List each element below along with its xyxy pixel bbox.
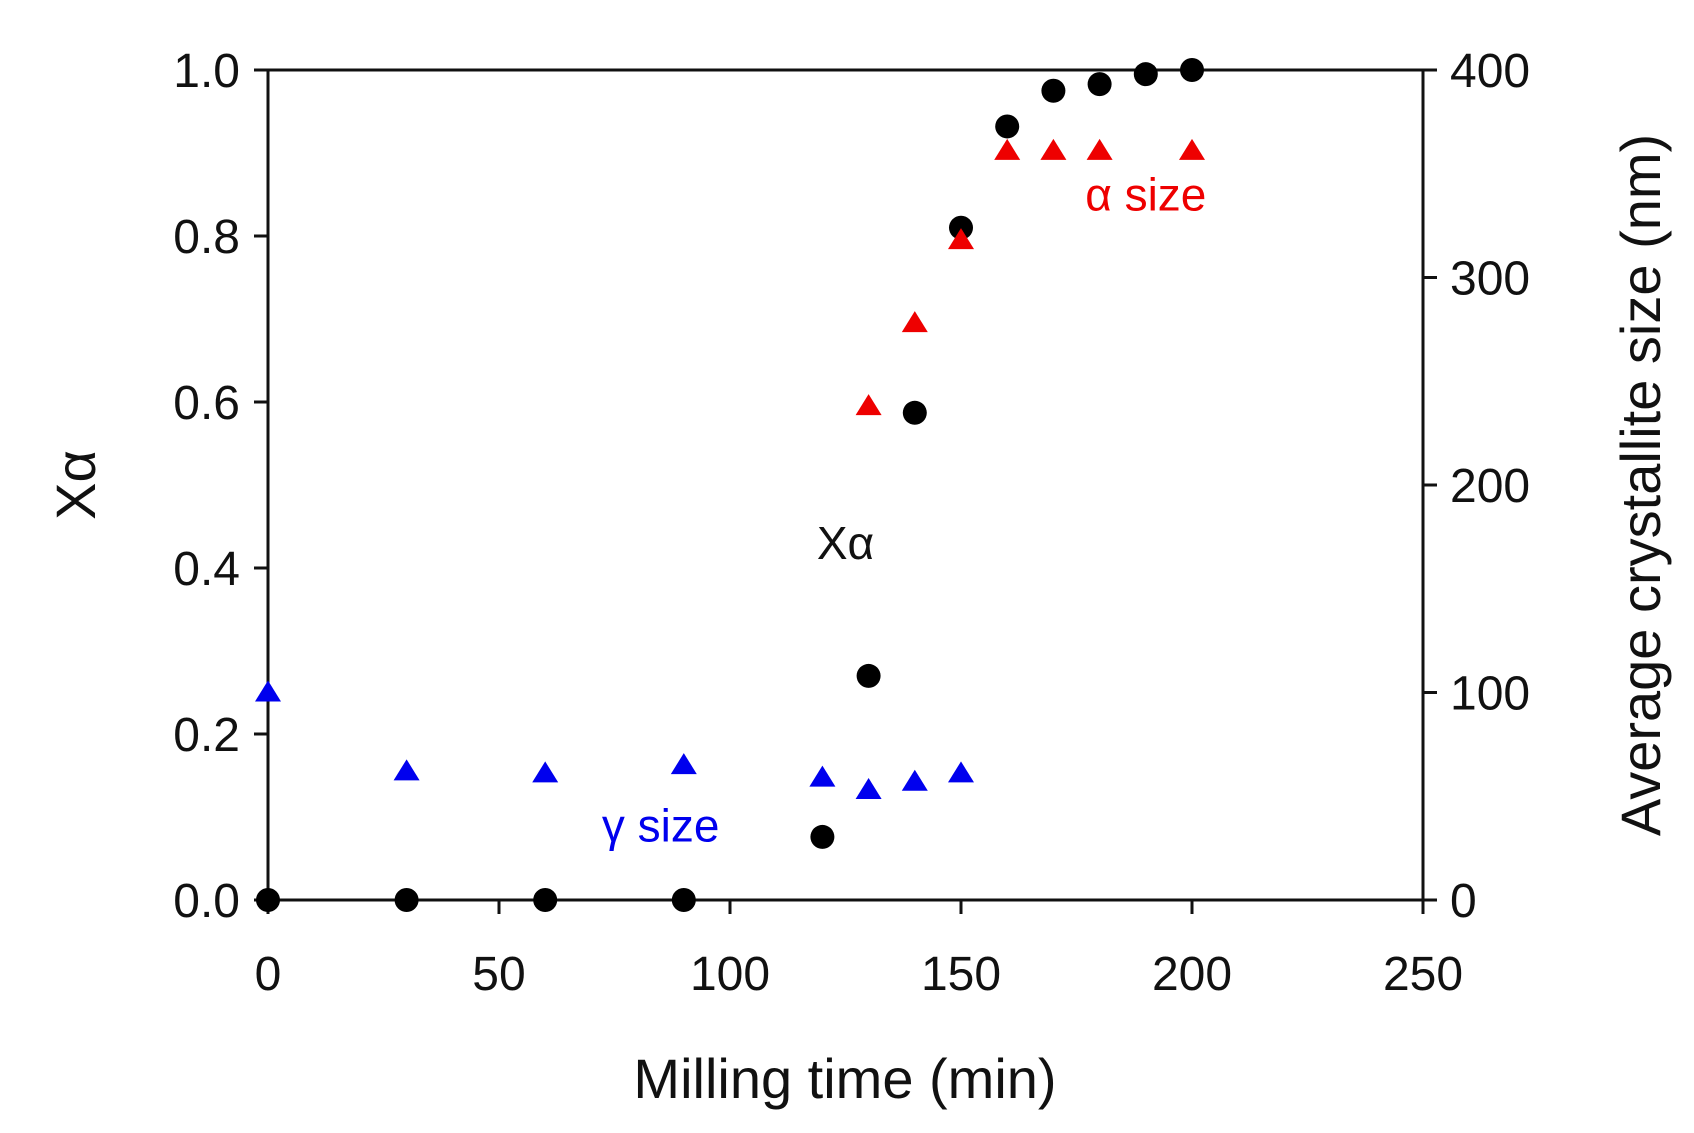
gamma-size-point (809, 765, 836, 787)
y-left-tick-label: 0.0 (173, 875, 240, 928)
annotation-label: α size (1085, 169, 1206, 221)
xalpha-point (856, 663, 881, 688)
x-tick-label: 100 (690, 948, 770, 1001)
xalpha-point (1180, 58, 1204, 82)
plot-frame (266, 68, 1425, 902)
y-left-tick-label: 0.8 (173, 211, 240, 264)
alpha-size-point (1179, 138, 1205, 160)
x-tick-label: 200 (1152, 948, 1232, 1001)
x-tick-label: 0 (255, 948, 282, 1001)
gamma-size-point (393, 759, 420, 781)
x-tick-label: 50 (472, 948, 525, 1001)
alpha-size-point (948, 228, 974, 250)
gamma-size-point (532, 761, 559, 783)
xalpha-point (902, 400, 927, 425)
y-right-tick-label: 0 (1450, 875, 1477, 928)
y-right-axis-title: Average crystallite size (nm) (1609, 134, 1672, 836)
xalpha-point (671, 888, 696, 912)
annotation-label: γ size (602, 799, 720, 851)
xalpha-point (1133, 62, 1158, 87)
x-tick-label: 150 (921, 948, 1001, 1001)
xalpha-point (949, 215, 973, 240)
xalpha-point (810, 824, 835, 849)
xalpha-point (256, 888, 280, 912)
annotation-label: Xα (817, 517, 874, 569)
y-right-tick-label: 100 (1450, 668, 1530, 721)
xalpha-point (533, 888, 558, 912)
gamma-size-point (901, 769, 928, 791)
xalpha-point (394, 888, 419, 912)
xalpha-point (1041, 78, 1066, 103)
xalpha-point (1087, 72, 1112, 97)
gamma-size-point (948, 761, 974, 783)
xalpha-point (995, 114, 1020, 139)
y-left-tick-label: 0.4 (173, 543, 240, 596)
y-right-tick-label: 200 (1450, 460, 1530, 513)
y-left-tick-label: 0.2 (173, 709, 240, 762)
y-right-tick-label: 300 (1450, 253, 1530, 306)
annotations: α size Xα γ size (602, 169, 1206, 852)
x-axis-title: Milling time (min) (633, 1047, 1056, 1110)
alpha-size-point (1086, 138, 1113, 160)
gamma-size-point (855, 778, 882, 800)
gamma-size-point (255, 680, 281, 702)
alpha-size-point (994, 138, 1021, 160)
alpha-size-point (855, 394, 882, 416)
y-left-tick-label: 0.6 (173, 377, 240, 430)
data-marks (255, 58, 1205, 912)
x-tick-label: 250 (1383, 948, 1463, 1001)
y-left-tick-label: 1.0 (173, 45, 240, 98)
gamma-size-point (670, 753, 697, 775)
axis-labels: Milling time (min) Xα Average crystallite … (44, 134, 1672, 1110)
alpha-size-point (1040, 138, 1067, 160)
alpha-size-point (901, 311, 928, 333)
axis-ticks: 0 50 100 150 200 250 0.0 0.2 0.4 0.6 0.8 1.0 0 100 200… (173, 45, 1530, 1001)
y-right-tick-label: 400 (1450, 45, 1530, 98)
y-left-axis-title: Xα (44, 450, 107, 520)
